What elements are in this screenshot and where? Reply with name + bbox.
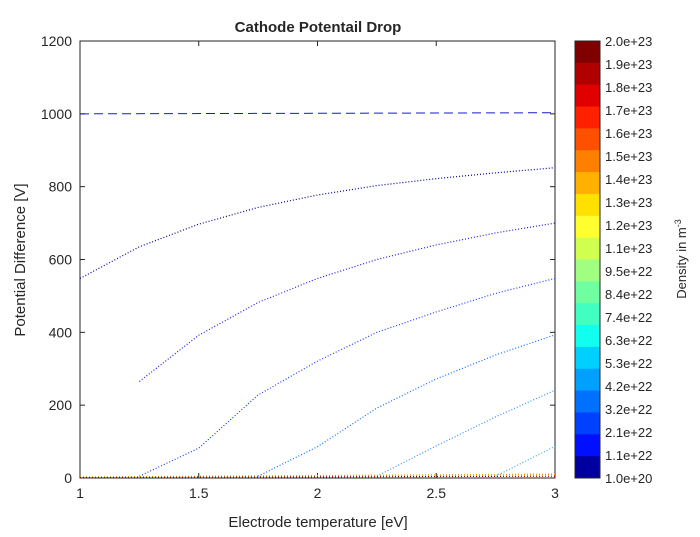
y-tick-label: 200 <box>49 397 73 413</box>
colorbar-swatch <box>575 434 600 457</box>
plot-frame <box>79 40 556 479</box>
colorbar-tick-label: 1.8e+23 <box>605 80 652 95</box>
colorbar-label: Density in m-3 <box>673 219 689 299</box>
colorbar-tick-label: 1.1e+22 <box>605 448 652 463</box>
colorbar-tick-label: 3.2e+22 <box>605 402 652 417</box>
colorbar-swatch <box>575 259 600 282</box>
colorbar-swatch <box>575 128 600 151</box>
colorbar-tick-label: 1.0e+20 <box>605 471 652 486</box>
colorbar-tick-label: 4.2e+22 <box>605 379 652 394</box>
colorbar-tick-label: 1.3e+23 <box>605 195 652 210</box>
colorbar-tick-label: 1.5e+23 <box>605 149 652 164</box>
series-line <box>495 445 556 477</box>
y-tick-label: 600 <box>49 252 73 268</box>
series-line <box>376 389 556 477</box>
colorbar-tick-label: 1.7e+23 <box>605 103 652 118</box>
colorbar-swatch <box>575 62 600 86</box>
y-tick-label: 800 <box>49 179 73 195</box>
colorbar-frame <box>574 40 601 479</box>
colorbar-tick-label: 1.9e+23 <box>605 57 652 72</box>
colorbar-swatch <box>575 368 600 392</box>
y-tick-label: 1200 <box>41 33 72 49</box>
colorbar-tick-label: 1.2e+23 <box>605 218 652 233</box>
colorbar-swatch <box>575 390 600 413</box>
colorbar-tick-label: 1.6e+23 <box>605 126 652 141</box>
y-tick-label: 0 <box>64 470 72 486</box>
reference-line <box>79 112 556 115</box>
x-tick-label: 3 <box>551 485 559 501</box>
colorbar-swatch <box>575 456 600 479</box>
colorbar-swatch <box>575 346 600 370</box>
x-tick-label: 2 <box>314 485 322 501</box>
colorbar-swatch <box>575 237 600 260</box>
colorbar-swatch <box>575 412 600 435</box>
colorbar-tick-label: 1.1e+23 <box>605 241 652 256</box>
colorbar-tick-label: 1.4e+23 <box>605 172 652 187</box>
x-axis-label: Electrode temperature [eV] <box>228 514 407 531</box>
colorbar-swatch <box>575 193 600 217</box>
y-axis-label: Potential Difference [V] <box>12 183 29 336</box>
colorbar-swatch <box>575 106 600 129</box>
colorbar-swatch <box>575 41 600 64</box>
y-tick-label: 400 <box>49 324 73 340</box>
colorbar-swatch <box>575 150 600 173</box>
x-tick-label: 2.5 <box>427 485 447 501</box>
plot-area: 0 200 400 600 800 1000 1200 1 1.5 2 2.5 3 <box>41 33 559 501</box>
colorbar-swatch <box>575 172 600 195</box>
series-line <box>139 222 556 382</box>
y-axis: 0 200 400 600 800 1000 1200 <box>41 33 555 486</box>
colorbar-tick-label: 8.4e+22 <box>605 287 652 302</box>
colorbar-swatch <box>575 84 600 108</box>
colorbar-tick-label: 7.4e+22 <box>605 310 652 325</box>
chart-title: Cathode Potentail Drop <box>235 19 402 36</box>
colorbar-tick-label: 2.1e+22 <box>605 425 652 440</box>
y-tick-label: 1000 <box>41 106 72 122</box>
colorbar-tick-label: 5.3e+22 <box>605 356 652 371</box>
colorbar-swatch <box>575 325 600 348</box>
colorbar-swatch <box>575 215 600 239</box>
colorbar-swatch <box>575 303 600 326</box>
colorbar-swatch <box>575 281 600 304</box>
series-line <box>79 475 556 479</box>
colorbar-tick-label: 6.3e+22 <box>605 333 652 348</box>
series-line <box>139 277 556 477</box>
x-tick-label: 1 <box>76 485 84 501</box>
series-layer <box>79 112 556 479</box>
colorbar-tick-label: 2.0e+23 <box>605 34 652 49</box>
colorbar-tick-label: 9.5e+22 <box>605 264 652 279</box>
x-axis: 1 1.5 2 2.5 3 <box>76 41 559 501</box>
x-tick-label: 1.5 <box>189 485 209 501</box>
colorbar: 2.0e+23 1.9e+23 1.8e+23 1.7e+23 1.6e+23 1.5e+… <box>574 34 652 486</box>
series-line <box>79 473 556 478</box>
